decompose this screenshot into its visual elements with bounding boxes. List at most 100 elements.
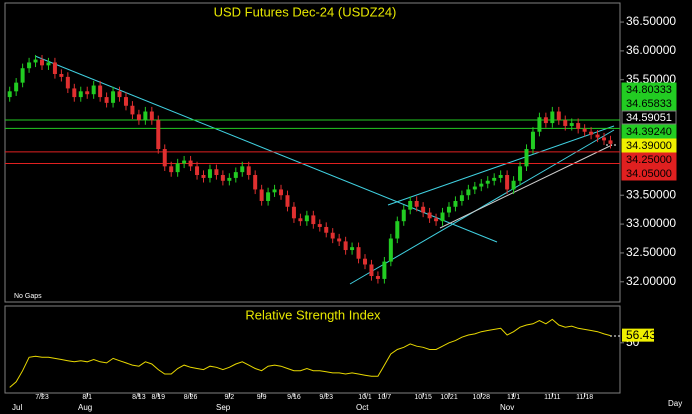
candle-body <box>136 114 141 121</box>
candle-body <box>330 232 335 239</box>
candle-body <box>46 62 51 66</box>
candle-body <box>40 59 44 66</box>
candle-body <box>214 169 219 176</box>
candle-body <box>563 120 568 126</box>
trendline <box>349 129 615 285</box>
candle-body <box>123 97 128 106</box>
level-box <box>621 138 677 153</box>
candle-body <box>537 117 542 132</box>
candle-body <box>169 166 174 173</box>
x-tick-label: 10/21 <box>440 394 458 401</box>
x-tick-label: 8/13 <box>132 394 146 401</box>
candle-body <box>91 85 96 95</box>
x-tick-label: 7/23 <box>35 394 49 401</box>
month-label: Sep <box>216 403 231 412</box>
candle-body <box>72 88 77 98</box>
candle-body <box>472 186 477 190</box>
rsi-panel <box>4 305 621 394</box>
month-label: Nov <box>500 403 514 412</box>
price-panel <box>4 2 621 303</box>
y-tick-label: 32.50000 <box>626 245 676 259</box>
candle-body <box>530 131 535 150</box>
candle-body <box>602 137 607 141</box>
y-tick-label: 36.50000 <box>626 14 676 28</box>
candle-body <box>375 276 380 279</box>
candle-body <box>156 120 161 150</box>
x-tick-label: 11/18 <box>576 394 593 401</box>
y-tick-label: 35.50000 <box>626 72 676 86</box>
candle-body <box>33 59 38 63</box>
candle-body <box>369 264 374 277</box>
candle-body <box>117 91 122 98</box>
candle-body <box>240 166 245 173</box>
y-tick-label: 33.50000 <box>626 187 676 201</box>
candle-body <box>304 215 309 222</box>
level-label: 34.05000 <box>626 168 672 180</box>
x-tick-label: 8/1 <box>82 394 92 401</box>
trendline <box>34 55 498 243</box>
level-label: 34.25000 <box>626 154 672 166</box>
candle-body <box>395 221 400 239</box>
candle-body <box>453 200 458 207</box>
candle-body <box>459 195 464 201</box>
candle-body <box>505 175 510 190</box>
candle-body <box>233 172 238 178</box>
candle-body <box>98 85 103 98</box>
x-tick-label: 10/15 <box>414 394 432 401</box>
candle-body <box>446 206 451 213</box>
level-box <box>621 152 677 167</box>
candle-body <box>285 195 290 207</box>
y-tick-label: 32.00000 <box>626 274 676 288</box>
candle-body <box>162 149 167 167</box>
candle-body <box>408 200 413 210</box>
candle-body <box>253 175 258 190</box>
last-value-label: 56.43 <box>626 328 656 342</box>
candle-body <box>589 131 594 135</box>
trendlines <box>34 55 615 285</box>
candle-body <box>440 212 445 222</box>
candle-body <box>582 128 587 132</box>
level-box <box>621 166 677 181</box>
candle-body <box>421 206 426 213</box>
candle-body <box>608 140 613 144</box>
candle-body <box>130 105 135 115</box>
candle-body <box>550 111 555 124</box>
candle-body <box>78 91 83 98</box>
candle-body <box>14 82 19 92</box>
candle-body <box>434 218 439 222</box>
candle-body <box>104 97 109 103</box>
candle-body <box>195 166 200 176</box>
candle-body <box>485 180 490 184</box>
candle-body <box>188 160 193 167</box>
candle-body <box>65 76 70 89</box>
candle-body <box>207 169 212 178</box>
candle-body <box>524 149 529 167</box>
level-box <box>621 96 677 111</box>
candle-body <box>543 117 548 124</box>
x-tick-label: 10/7 <box>378 394 392 401</box>
candle-body <box>298 218 303 222</box>
candle-body <box>401 209 406 222</box>
candle-body <box>511 180 516 190</box>
candle-body <box>498 175 503 178</box>
x-tick-label: 8/19 <box>151 394 165 401</box>
candle-body <box>59 73 64 77</box>
candle-body <box>427 212 432 219</box>
candle-body <box>311 215 316 225</box>
level-box <box>621 124 677 139</box>
x-tick-label: 11/11 <box>544 394 561 401</box>
level-box <box>621 82 677 97</box>
candle-body <box>291 206 296 219</box>
candle-body <box>479 183 484 187</box>
candle-body <box>111 91 116 103</box>
candle-body <box>143 111 148 121</box>
candle-body <box>259 189 264 201</box>
month-label: Oct <box>356 403 369 412</box>
month-label: Aug <box>78 403 92 412</box>
candle-body <box>149 111 154 121</box>
candle-body <box>85 91 90 95</box>
candle-body <box>220 175 225 181</box>
candle-body <box>343 241 348 251</box>
chart-title: USD Futures Dec-24 (USDZ24) <box>214 4 397 19</box>
